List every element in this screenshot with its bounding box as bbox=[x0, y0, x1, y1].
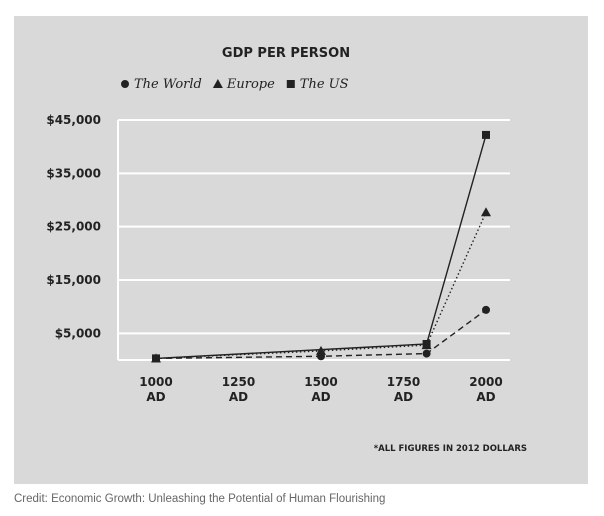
legend-label-the-world: The World bbox=[134, 77, 202, 92]
x-tick-label: 2000 bbox=[469, 375, 502, 389]
x-tick-label: 1500 bbox=[304, 375, 337, 389]
data-point-the-world bbox=[482, 305, 490, 314]
chart-card: GDP PER PERSON The World Europe The US $5,… bbox=[14, 16, 588, 484]
chart: GDP PER PERSON The World Europe The US $5,… bbox=[46, 46, 527, 454]
data-point-the-us bbox=[152, 354, 160, 363]
x-tick-label-unit: AD bbox=[229, 390, 248, 404]
x-tick-label-unit: AD bbox=[311, 390, 330, 404]
x-tick-label: 1250 bbox=[222, 375, 255, 389]
grid bbox=[117, 119, 510, 361]
series-markers bbox=[151, 130, 491, 363]
legend-marker-the-us bbox=[286, 80, 295, 88]
axes: $5,000$15,000$25,000$35,000$45,0001000AD… bbox=[46, 113, 502, 404]
x-tick-label-unit: AD bbox=[146, 390, 165, 404]
chart-note: *ALL FIGURES IN 2012 DOLLARS bbox=[374, 444, 527, 454]
y-tick-label: $15,000 bbox=[46, 273, 101, 287]
data-point-the-us bbox=[482, 130, 490, 139]
series-lines bbox=[155, 134, 487, 360]
data-point-europe bbox=[316, 345, 326, 355]
chart-title: GDP PER PERSON bbox=[222, 46, 350, 61]
data-point-the-world bbox=[422, 349, 431, 358]
x-tick-label: 1750 bbox=[387, 375, 420, 389]
y-tick-label: $5,000 bbox=[55, 326, 101, 340]
x-tick-label-unit: AD bbox=[476, 390, 495, 404]
legend-marker-europe bbox=[212, 79, 223, 88]
y-tick-label: $35,000 bbox=[46, 166, 101, 180]
series-line-europe bbox=[155, 211, 487, 360]
image-credit: Credit: Economic Growth: Unleashing the … bbox=[14, 493, 386, 505]
legend-label-europe: Europe bbox=[226, 77, 275, 92]
x-tick-label-unit: AD bbox=[394, 390, 413, 404]
y-tick-label: $45,000 bbox=[46, 113, 101, 127]
data-point-the-us bbox=[422, 340, 431, 348]
legend-label-the-us: The US bbox=[300, 77, 349, 92]
x-tick-label: 1000 bbox=[139, 375, 172, 389]
data-point-europe bbox=[481, 207, 491, 217]
series-line-the-world bbox=[155, 309, 487, 360]
y-tick-label: $25,000 bbox=[46, 220, 101, 234]
series-line-the-us bbox=[155, 134, 487, 360]
legend: The World Europe The US bbox=[121, 77, 349, 92]
legend-marker-the-world bbox=[121, 80, 129, 88]
